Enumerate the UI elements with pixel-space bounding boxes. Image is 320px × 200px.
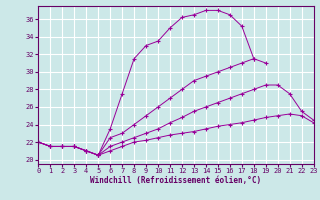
X-axis label: Windchill (Refroidissement éolien,°C): Windchill (Refroidissement éolien,°C): [91, 176, 261, 185]
